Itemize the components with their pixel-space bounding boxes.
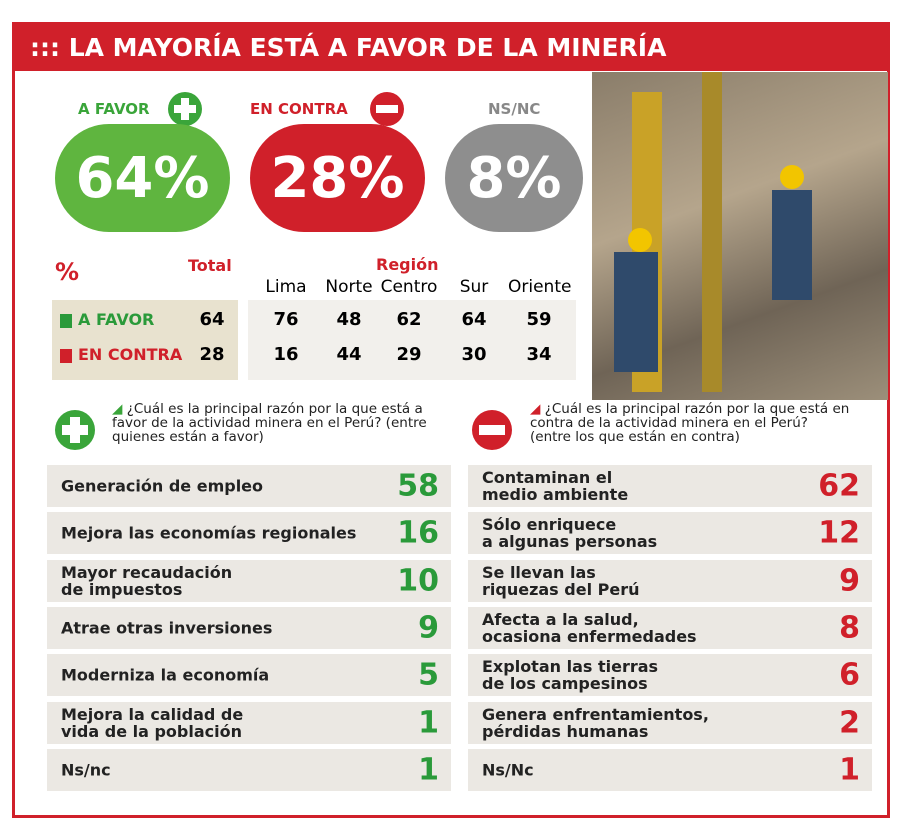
- drill-mast: [702, 72, 722, 392]
- reason-value: 9: [418, 610, 439, 646]
- plus-icon: [168, 92, 202, 126]
- region-value: 62: [396, 309, 422, 330]
- column-header: Norte: [325, 277, 373, 297]
- reason-value: 10: [397, 563, 439, 599]
- reason-label: Explotan las tierras de los campesinos: [482, 657, 659, 694]
- reason-row: Sólo enriquece a algunas personas 12: [468, 512, 872, 555]
- reason-value: 16: [397, 515, 439, 551]
- reason-value: 1: [418, 705, 439, 740]
- summary-value: 8%: [445, 124, 583, 232]
- reason-label: Mayor recaudación de impuestos: [61, 562, 233, 599]
- reason-label: Contaminan el medio ambiente: [482, 468, 629, 504]
- column-header: Oriente: [508, 277, 572, 297]
- summary-label: EN CONTRA: [250, 100, 348, 118]
- reason-label: Mejora las economías regionales: [61, 523, 357, 543]
- worker: [614, 252, 658, 372]
- frame: [12, 22, 890, 818]
- reason-value: 62: [818, 468, 860, 504]
- region-header: Región: [376, 255, 439, 274]
- total-value: 64: [199, 309, 225, 330]
- reason-label: Sólo enriquece a algunas personas: [482, 515, 658, 552]
- question-text: ¿Cuál es la principal razón por la que e…: [112, 401, 427, 445]
- column-header: Centro: [380, 277, 438, 297]
- region-value: 34: [526, 344, 552, 365]
- minus-icon: [370, 92, 404, 126]
- reason-value: 2: [839, 705, 860, 740]
- reason-value: 8: [839, 610, 860, 646]
- reason-label: Genera enfrentamientos, pérdidas humanas: [482, 704, 709, 741]
- total-value: 28: [199, 344, 225, 365]
- reason-row: Explotan las tierras de los campesinos 6: [468, 654, 872, 697]
- reason-value: 12: [818, 515, 860, 551]
- reason-value: 58: [397, 468, 439, 504]
- reason-value: 6: [839, 657, 860, 693]
- reason-row: Ns/Nc 1: [468, 748, 872, 791]
- reason-row: Generación de empleo 58: [47, 465, 451, 507]
- region-value: 48: [336, 309, 362, 330]
- reason-row: Se llevan las riquezas del Perú 9: [468, 559, 872, 602]
- reason-row: Atrae otras inversiones 9: [47, 606, 451, 649]
- row-label: A FAVOR: [78, 310, 155, 329]
- region-value: 30: [461, 344, 487, 365]
- helmet: [780, 165, 804, 189]
- question: ◢ ¿Cuál es la principal razón por la que…: [530, 401, 850, 445]
- plus-icon: [55, 410, 95, 450]
- title: ::: LA MAYORÍA ESTÁ A FAVOR DE LA MINERÍ…: [30, 33, 667, 62]
- table-bg: [52, 300, 238, 380]
- reason-label: Mejora la calidad de vida de la població…: [61, 704, 244, 741]
- summary-label: A FAVOR: [78, 100, 150, 118]
- reason-value: 1: [418, 752, 439, 788]
- photo-art: [614, 72, 812, 392]
- question: ◢ ¿Cuál es la principal razón por la que…: [112, 401, 427, 445]
- summary-value: 64%: [55, 124, 230, 232]
- table-bg: [248, 300, 576, 380]
- worker: [772, 190, 812, 300]
- reason-row: Moderniza la economía 5: [47, 654, 451, 697]
- helmet: [628, 228, 652, 252]
- reason-row: Ns/nc 1: [47, 748, 451, 791]
- summary-label: NS/NC: [488, 100, 541, 118]
- minus-icon: [472, 410, 512, 450]
- reason-row: Contaminan el medio ambiente 62: [468, 465, 872, 507]
- region-value: 44: [336, 344, 362, 365]
- reason-row: Afecta a la salud, ocasiona enfermedades…: [468, 606, 872, 649]
- reason-row: Genera enfrentamientos, pérdidas humanas…: [468, 701, 872, 744]
- row-label: EN CONTRA: [78, 345, 183, 364]
- question-text: ¿Cuál es la principal razón por la que e…: [530, 401, 850, 445]
- total-header: Total: [188, 256, 232, 275]
- region-value: 59: [526, 309, 552, 330]
- reason-row: Mejora las economías regionales 16: [47, 512, 451, 555]
- reason-label: Moderniza la economía: [61, 665, 270, 685]
- reason-label: Ns/nc: [61, 760, 111, 780]
- reason-value: 9: [839, 563, 860, 599]
- column-header: Lima: [265, 277, 307, 297]
- region-value: 29: [396, 344, 422, 365]
- reason-label: Atrae otras inversiones: [61, 618, 273, 638]
- reason-label: Afecta a la salud, ocasiona enfermedades: [482, 609, 697, 646]
- reason-row: Mejora la calidad de vida de la població…: [47, 701, 451, 744]
- reason-label: Generación de empleo: [61, 476, 264, 496]
- summary-value: 28%: [250, 124, 425, 232]
- row-marker: [60, 314, 72, 328]
- unit: %: [55, 258, 80, 286]
- reason-value: 5: [418, 657, 439, 693]
- reason-label: Se llevan las riquezas del Perú: [482, 562, 640, 599]
- reason-value: 1: [839, 752, 860, 788]
- region-value: 76: [273, 309, 299, 330]
- reason-label: Ns/Nc: [482, 760, 534, 780]
- column-header: Sur: [459, 277, 489, 297]
- title-bar: [15, 25, 887, 71]
- photo: [592, 72, 888, 400]
- region-value: 16: [273, 344, 299, 365]
- row-marker: [60, 349, 72, 363]
- reason-row: Mayor recaudación de impuestos 10: [47, 559, 451, 602]
- region-value: 64: [461, 309, 487, 330]
